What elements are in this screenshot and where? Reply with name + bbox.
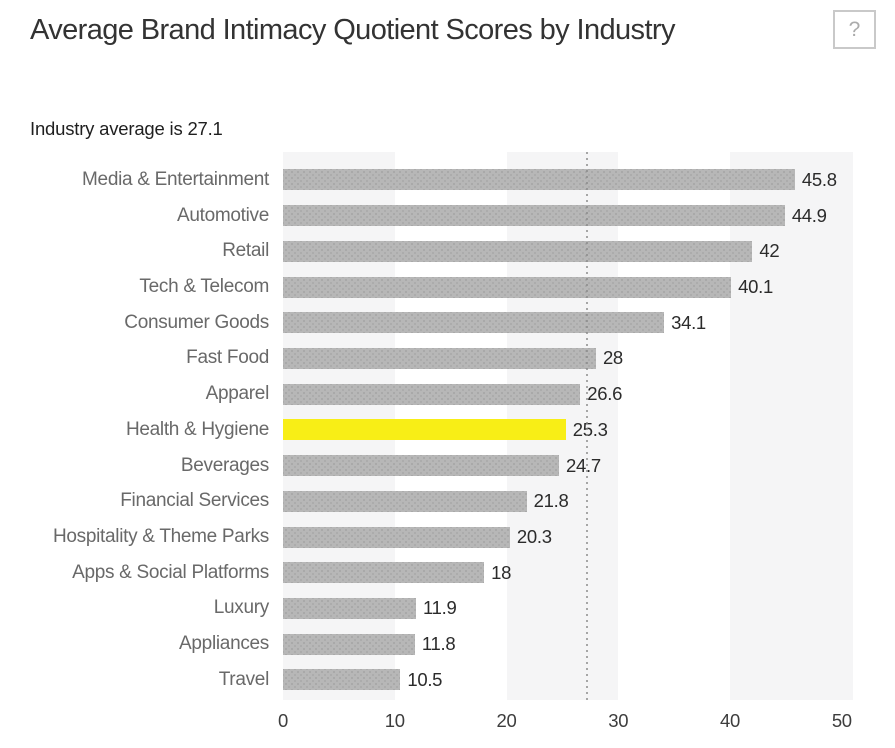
bar-row: Tech & Telecom 40.1 xyxy=(0,269,853,305)
bar[interactable] xyxy=(283,312,665,334)
value-label: 21.8 xyxy=(533,490,569,512)
category-label: Luxury xyxy=(213,597,270,619)
bar-row: Automotive 44.9 xyxy=(0,198,853,234)
x-axis: 0 10 20 30 40 50 xyxy=(278,700,853,748)
bar-row: Hospitality & Theme Parks 20.3 xyxy=(0,519,853,555)
bar-chart: Media & Entertainment 45.8 Automotive 44.9 R… xyxy=(0,152,895,700)
bar[interactable] xyxy=(283,169,795,191)
bar-row: Health & Hygiene 25.3 xyxy=(0,412,853,448)
bar[interactable] xyxy=(283,455,560,477)
category-label: Automotive xyxy=(176,204,269,226)
chart-header: Average Brand Intimacy Quotient Scores b… xyxy=(0,0,895,49)
bar[interactable] xyxy=(283,562,485,584)
category-label: Financial Services xyxy=(120,490,269,512)
value-label: 10.5 xyxy=(407,668,443,690)
axis-tick-label: 20 xyxy=(496,710,517,731)
category-label: Appliances xyxy=(179,633,269,655)
bar-highlighted[interactable] xyxy=(283,419,566,441)
value-label: 11.8 xyxy=(421,633,456,655)
value-label: 45.8 xyxy=(801,168,837,190)
bar-row: Appliances 11.8 xyxy=(0,626,853,662)
category-label: Consumer Goods xyxy=(124,311,269,333)
value-label: 34.1 xyxy=(671,311,706,333)
bar-row: Luxury 11.9 xyxy=(0,591,853,627)
bar[interactable] xyxy=(283,633,415,655)
bar-row: Fast Food 28 xyxy=(0,341,853,377)
category-label: Travel xyxy=(218,668,270,690)
value-label: 24.7 xyxy=(566,454,601,476)
bar[interactable] xyxy=(283,526,510,548)
bar-row: Retail 42 xyxy=(0,233,853,269)
category-label: Hospitality & Theme Parks xyxy=(52,526,269,548)
average-line-layer xyxy=(283,152,853,700)
category-label: Apparel xyxy=(205,383,270,405)
bar-row: Beverages 24.7 xyxy=(0,448,853,484)
category-label: Beverages xyxy=(180,454,269,476)
value-label: 18 xyxy=(491,561,512,583)
value-label: 11.9 xyxy=(423,597,457,619)
value-label: 40.1 xyxy=(738,276,773,298)
bar-row: Apps & Social Platforms 18 xyxy=(0,555,853,591)
bar-row: Media & Entertainment 45.8 xyxy=(0,162,853,198)
value-label: 25.3 xyxy=(572,418,608,440)
axis-tick-label: 30 xyxy=(608,710,629,731)
bar[interactable] xyxy=(283,347,596,369)
help-button[interactable]: ? xyxy=(833,10,876,49)
bar[interactable] xyxy=(283,669,401,691)
value-label: 26.6 xyxy=(587,383,623,405)
bar-row: Apparel 26.6 xyxy=(0,376,853,412)
bar[interactable] xyxy=(283,597,416,619)
industry-average-line xyxy=(585,152,588,700)
category-label: Tech & Telecom xyxy=(139,276,269,298)
category-label: Apps & Social Platforms xyxy=(72,561,269,583)
category-label: Health & Hygiene xyxy=(125,418,269,440)
page-title: Average Brand Intimacy Quotient Scores b… xyxy=(30,14,675,46)
bar-row: Financial Services 21.8 xyxy=(0,483,853,519)
axis-tick-label: 40 xyxy=(720,710,741,731)
bar[interactable] xyxy=(283,205,785,227)
bar[interactable] xyxy=(283,490,527,512)
bar[interactable] xyxy=(283,383,581,405)
axis-tick-label: 50 xyxy=(831,710,852,731)
value-label: 20.3 xyxy=(516,526,552,548)
axis-tick-label: 10 xyxy=(384,710,405,731)
value-label: 28 xyxy=(602,347,623,369)
industry-average-caption: Industry average is 27.1 xyxy=(30,118,223,139)
bar[interactable] xyxy=(283,240,753,262)
value-label: 44.9 xyxy=(791,204,827,226)
bar-rows-layer: Media & Entertainment 45.8 Automotive 44.9 R… xyxy=(0,152,853,700)
bar-row: Travel 10.5 xyxy=(0,662,853,698)
category-label: Retail xyxy=(222,240,269,262)
value-label: 42 xyxy=(759,240,780,262)
category-label: Fast Food xyxy=(186,347,269,369)
bar[interactable] xyxy=(283,276,732,298)
category-label: Media & Entertainment xyxy=(82,168,269,190)
axis-tick-label: 0 xyxy=(278,710,288,731)
bar-row: Consumer Goods 34.1 xyxy=(0,305,853,341)
